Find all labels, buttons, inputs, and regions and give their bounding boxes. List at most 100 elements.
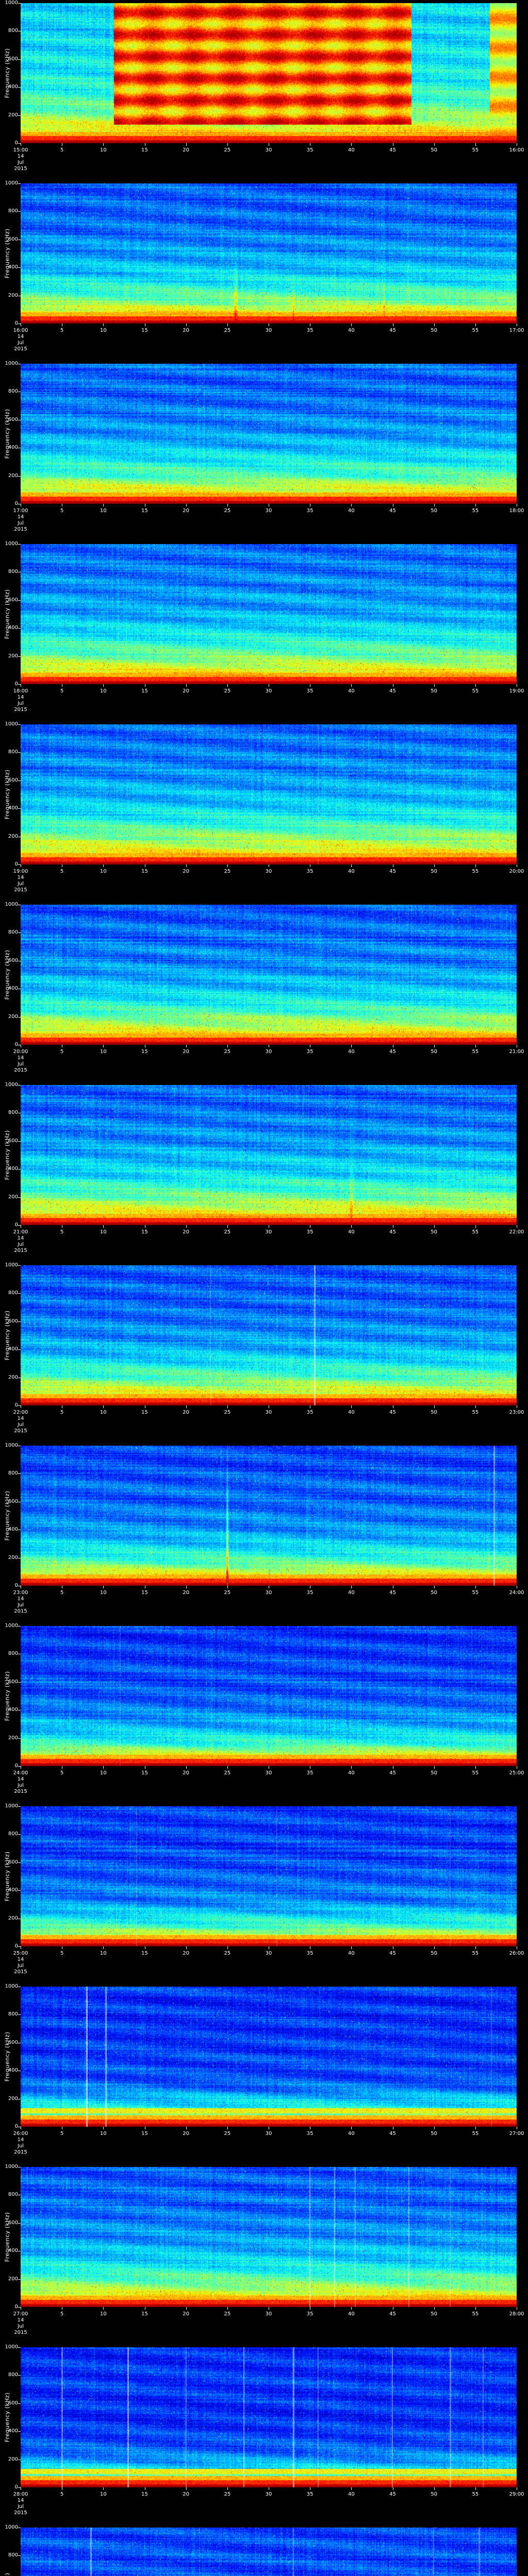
spectrogram-canvas (21, 183, 517, 324)
x-tick-label: 45 (389, 2311, 396, 2317)
x-tick-label: 55 (472, 2131, 479, 2137)
x-tick-label: 20 (183, 1229, 190, 1235)
y-tick-label: 1000 (5, 2164, 18, 2170)
x-tick-label: 40 (348, 1410, 355, 1415)
y-tick-label: 200 (8, 112, 18, 118)
x-tick-mark (351, 2127, 352, 2129)
y-tick-label: 400 (8, 1887, 18, 1893)
y-tick-label: 400 (8, 986, 18, 992)
date-line: 14 (17, 1596, 24, 1602)
x-tick-label: 25 (224, 328, 231, 333)
x-tick-label: 20 (183, 1590, 190, 1596)
start-time-label: 27:00 (13, 2311, 28, 2317)
x-tick-mark (186, 1586, 187, 1588)
x-tick-label: 20 (183, 688, 190, 694)
y-tick-label: 0 (14, 2304, 18, 2310)
x-tick-label: 40 (348, 688, 355, 694)
x-tick-label: 40 (348, 869, 355, 874)
end-time-label: 29:00 (509, 2492, 524, 2497)
y-tick-label: 400 (8, 1346, 18, 1352)
y-tick-mark (18, 724, 21, 725)
y-tick-mark (18, 476, 21, 477)
x-tick-label: 40 (348, 2131, 355, 2137)
x-tick-label: 35 (306, 1770, 314, 1776)
x-tick-label: 10 (100, 508, 107, 514)
x-tick-mark (186, 1225, 187, 1228)
x-tick-label: 25 (224, 1229, 231, 1235)
y-tick-mark (18, 2375, 21, 2376)
date-line: Jul (17, 1963, 24, 1969)
y-tick-label: 400 (8, 1166, 18, 1172)
x-tick-mark (475, 1766, 476, 1769)
x-tick-label: 50 (431, 688, 438, 694)
x-tick-label: 10 (100, 1590, 107, 1596)
x-tick-label: 15 (141, 508, 148, 514)
x-tick-label: 15 (141, 1049, 148, 1055)
y-tick-label: 0 (14, 1763, 18, 1769)
y-tick-label: 800 (8, 2372, 18, 2378)
y-tick-label: 600 (8, 2219, 18, 2226)
start-time-label: 18:00 (13, 688, 28, 694)
x-tick-mark (227, 865, 228, 867)
x-tick-mark (103, 143, 104, 146)
spectrogram-canvas (21, 3, 517, 143)
y-tick-label: 0 (14, 1222, 18, 1228)
date-line: 14 (17, 2498, 24, 2503)
date-line: 14 (17, 694, 24, 700)
y-tick-label: 400 (8, 805, 18, 811)
x-tick-label: 50 (431, 869, 438, 874)
date-line: Jul (17, 1061, 24, 1067)
y-tick-label: 1000 (5, 1443, 18, 1448)
x-tick-mark (186, 1766, 187, 1769)
y-tick-label: 400 (8, 1527, 18, 1533)
x-tick-mark (475, 324, 476, 326)
y-tick-label: 600 (8, 56, 18, 62)
x-tick-mark (103, 1946, 104, 1949)
x-tick-label: 5 (60, 2492, 64, 2497)
date-line: Jul (17, 2324, 24, 2329)
date-line: 14 (17, 1416, 24, 1421)
y-tick-mark (18, 1265, 21, 1266)
start-time-label: 15:00 (13, 147, 28, 153)
y-tick-label: 200 (8, 292, 18, 298)
x-tick-label: 50 (431, 1410, 438, 1415)
start-time-label: 26:00 (13, 2131, 28, 2137)
y-tick-label: 1000 (5, 721, 18, 727)
date-line: Jul (17, 1783, 24, 1788)
x-tick-label: 30 (265, 2131, 272, 2137)
y-tick-label: 200 (8, 833, 18, 839)
y-tick-label: 800 (8, 2192, 18, 2198)
y-tick-mark (18, 115, 21, 116)
date-line: Jul (17, 1422, 24, 1428)
spectrogram-panel: Frequency (kHz)0200400600800100051015202… (0, 2524, 528, 2576)
y-tick-label: 0 (14, 1042, 18, 1047)
x-tick-mark (227, 1766, 228, 1769)
date-line: Jul (17, 340, 24, 346)
x-tick-mark (186, 2307, 187, 2310)
y-tick-mark (18, 1405, 21, 1406)
x-tick-label: 10 (100, 688, 107, 694)
date-line: 2015 (14, 1969, 27, 1975)
y-tick-label: 1000 (5, 1984, 18, 1989)
x-tick-label: 25 (224, 2131, 231, 2137)
x-tick-label: 10 (100, 1410, 107, 1415)
x-tick-mark (186, 143, 187, 146)
x-tick-mark (227, 143, 228, 146)
x-tick-label: 15 (141, 2131, 148, 2137)
x-tick-label: 50 (431, 2311, 438, 2317)
y-tick-label: 1000 (5, 2344, 18, 2350)
x-tick-mark (186, 504, 187, 506)
y-tick-mark (18, 1682, 21, 1683)
y-tick-label: 0 (14, 681, 18, 687)
start-time-label: 20:00 (13, 1049, 28, 1055)
y-tick-label: 1000 (5, 1623, 18, 1629)
y-axis-title: Frequency (kHz) (4, 2573, 11, 2576)
y-tick-label: 200 (8, 2276, 18, 2282)
x-tick-mark (475, 1586, 476, 1588)
y-tick-mark (18, 1349, 21, 1350)
x-tick-label: 25 (224, 147, 231, 153)
x-tick-label: 40 (348, 147, 355, 153)
